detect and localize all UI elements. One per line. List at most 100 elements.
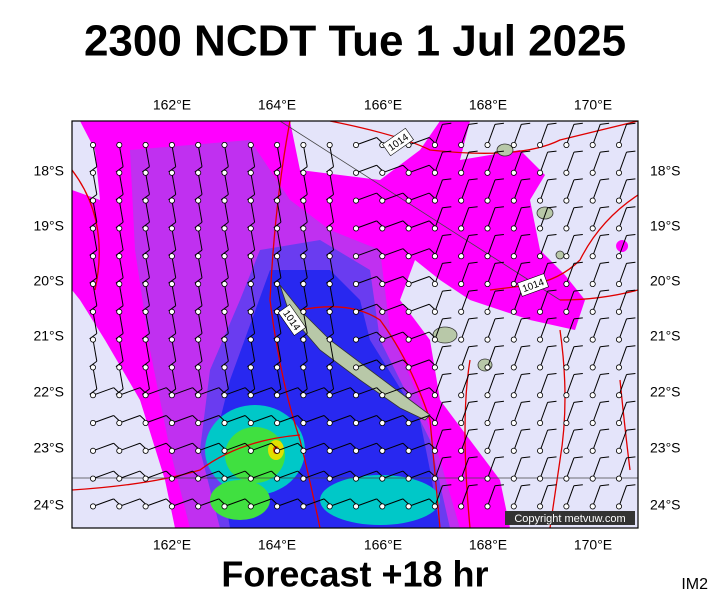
barb-station: [510, 308, 517, 315]
barb-shaft: [592, 485, 601, 507]
axis-labels: 162°E 162°E 164°E 164°E 166°E 166°E 168°E 168°E…: [33, 97, 680, 553]
barb-station: [300, 169, 307, 176]
barb-station: [484, 503, 491, 510]
barb-station: [353, 503, 359, 510]
barb-shaft: [224, 367, 229, 390]
wind-barb: [510, 289, 531, 315]
wind-barb: [458, 345, 478, 371]
barb-shaft: [382, 164, 404, 174]
barb-shaft: [434, 485, 443, 507]
barb-station: [510, 336, 517, 343]
wind-barb: [458, 178, 478, 204]
barb-shaft: [171, 200, 177, 223]
barb-shaft: [355, 276, 377, 285]
barb-feather: [626, 122, 636, 125]
wind-barb: [563, 261, 583, 287]
wind-barb: [299, 142, 308, 173]
barb-shaft: [539, 429, 549, 451]
barb-station: [300, 197, 307, 204]
barb-station: [510, 447, 517, 454]
barb-station: [353, 281, 359, 287]
barb-station: [274, 281, 281, 287]
wind-barb: [484, 428, 504, 454]
barb-shaft: [487, 124, 496, 146]
barb-station: [142, 225, 149, 232]
barb-shaft: [487, 318, 496, 340]
boundary: [279, 121, 561, 301]
barb-shaft: [513, 179, 522, 201]
wind-barb: [563, 428, 583, 454]
wind-barb: [510, 178, 531, 204]
barb-station: [326, 475, 333, 482]
barb-station: [300, 447, 307, 454]
lat-label: 20°S: [33, 273, 64, 289]
barb-feather: [468, 373, 478, 376]
barb-shaft: [276, 256, 282, 278]
barb-shaft: [434, 402, 443, 424]
barb-shaft: [276, 498, 298, 507]
wind-barb: [616, 122, 636, 148]
barb-shaft: [565, 485, 575, 507]
barb-station: [90, 253, 96, 260]
lat-label: 19°S: [33, 218, 64, 234]
wind-barb: [616, 456, 636, 482]
wind-barb: [142, 387, 174, 399]
barb-shaft: [408, 470, 430, 480]
barb-station: [274, 392, 281, 399]
barb-station: [484, 308, 491, 315]
barb-feather: [494, 261, 504, 264]
wind-barb: [484, 178, 504, 204]
wind-barb: [405, 442, 437, 454]
barb-shaft: [382, 387, 404, 396]
isobar-label-box: [517, 273, 549, 297]
barb-station: [510, 225, 517, 232]
barb-station: [589, 475, 596, 482]
barb-feather: [494, 206, 504, 209]
barb-shaft: [460, 179, 470, 201]
barb-station: [484, 336, 491, 343]
barb-feather: [573, 178, 583, 181]
barb-station: [589, 364, 596, 371]
wind-barb: [537, 373, 557, 399]
barb-feather: [468, 456, 478, 459]
barb-station: [90, 281, 96, 287]
barb-shaft: [224, 200, 229, 223]
barb-shaft: [197, 311, 203, 334]
barb-shaft: [276, 172, 282, 195]
barb-station: [537, 142, 544, 148]
barb-station: [405, 336, 412, 343]
barb-shaft: [303, 470, 325, 480]
wind-barb: [141, 336, 150, 367]
barb-station: [221, 225, 228, 232]
barb-station: [616, 197, 622, 204]
barb-station: [90, 475, 96, 482]
barb-station: [116, 364, 123, 371]
barb-station: [221, 253, 228, 260]
wind-barb: [326, 197, 335, 228]
barb-station: [563, 197, 570, 204]
barb-feather: [626, 400, 636, 403]
barb-shaft: [355, 387, 377, 396]
wind-barb: [247, 281, 256, 312]
barb-station: [379, 253, 386, 260]
wind-barb: [484, 317, 504, 343]
barb-feather: [521, 373, 531, 376]
barb-station: [431, 281, 438, 287]
barb-station: [247, 253, 254, 260]
barb-shaft: [592, 179, 601, 201]
barb-station: [247, 475, 254, 482]
barb-station: [326, 253, 333, 260]
barb-shaft: [276, 311, 282, 334]
barb-shaft: [355, 137, 377, 146]
barb-shaft: [539, 402, 549, 424]
barb-station: [379, 420, 386, 426]
wind-barb: [220, 308, 229, 340]
lat-label: 18°S: [33, 163, 64, 179]
barb-shaft: [460, 429, 470, 451]
wind-barb: [616, 484, 636, 510]
barb-station: [300, 503, 307, 510]
barb-shaft: [171, 283, 177, 306]
wind-barb: [299, 308, 308, 340]
wind-barb: [510, 122, 531, 148]
wind-barb: [458, 484, 478, 510]
